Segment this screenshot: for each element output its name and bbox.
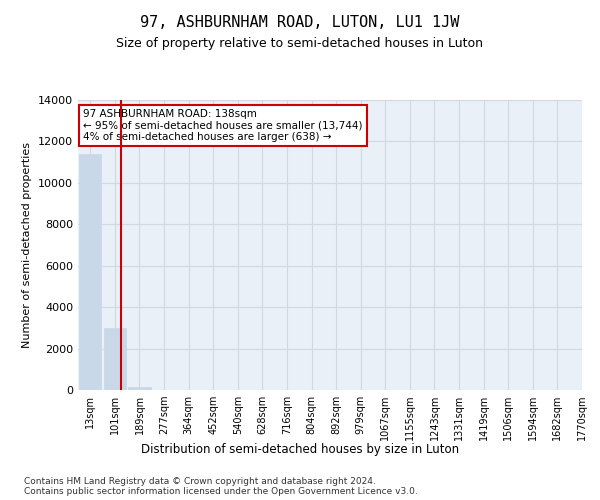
Bar: [104, 328, 126, 390]
Bar: [128, 387, 151, 390]
Text: Contains public sector information licensed under the Open Government Licence v3: Contains public sector information licen…: [24, 488, 418, 496]
Y-axis label: Number of semi-detached properties: Number of semi-detached properties: [22, 142, 32, 348]
Text: Distribution of semi-detached houses by size in Luton: Distribution of semi-detached houses by …: [141, 442, 459, 456]
Text: Contains HM Land Registry data © Crown copyright and database right 2024.: Contains HM Land Registry data © Crown c…: [24, 478, 376, 486]
Text: 97, ASHBURNHAM ROAD, LUTON, LU1 1JW: 97, ASHBURNHAM ROAD, LUTON, LU1 1JW: [140, 15, 460, 30]
Text: 97 ASHBURNHAM ROAD: 138sqm
← 95% of semi-detached houses are smaller (13,744)
4%: 97 ASHBURNHAM ROAD: 138sqm ← 95% of semi…: [83, 108, 362, 142]
Bar: [79, 154, 101, 390]
Text: Size of property relative to semi-detached houses in Luton: Size of property relative to semi-detach…: [116, 38, 484, 51]
